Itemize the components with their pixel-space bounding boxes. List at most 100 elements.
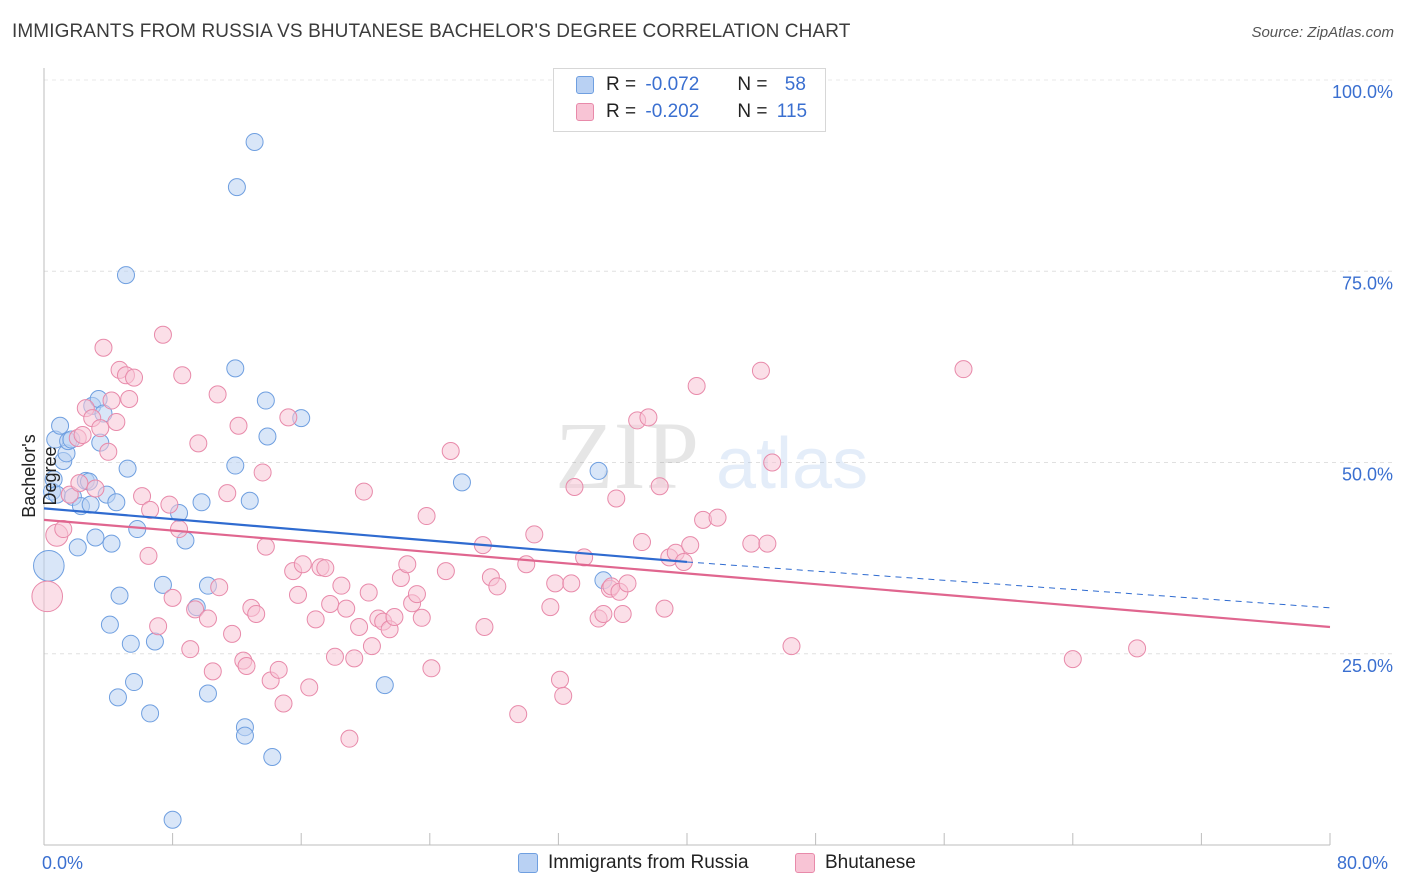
point-bhutanese <box>651 478 668 495</box>
point-russia <box>259 428 276 445</box>
point-bhutanese <box>230 417 247 434</box>
point-bhutanese <box>254 464 271 481</box>
point-russia <box>109 689 126 706</box>
point-bhutanese <box>633 534 650 551</box>
point-bhutanese <box>547 575 564 592</box>
legend-row-russia: R = -0.072 N = 58 <box>576 74 806 100</box>
point-bhutanese <box>563 575 580 592</box>
point-russia <box>119 460 136 477</box>
point-bhutanese <box>171 521 188 538</box>
bottom-swatch-russia <box>518 853 538 873</box>
point-bhutanese <box>211 579 228 596</box>
point-bhutanese <box>423 660 440 677</box>
bottom-legend-bhutanese-label: Bhutanese <box>825 852 916 873</box>
point-bhutanese <box>326 648 343 665</box>
point-bhutanese <box>103 392 120 409</box>
point-bhutanese <box>542 599 559 616</box>
point-bhutanese <box>108 413 125 430</box>
point-bhutanese <box>518 556 535 573</box>
point-bhutanese <box>100 443 117 460</box>
point-bhutanese <box>275 695 292 712</box>
point-bhutanese <box>759 535 776 552</box>
point-russia <box>264 749 281 766</box>
point-russia <box>34 550 65 581</box>
grid-lines <box>44 80 1392 654</box>
point-bhutanese <box>248 605 265 622</box>
point-russia <box>146 633 163 650</box>
point-bhutanese <box>341 730 358 747</box>
point-bhutanese <box>418 508 435 525</box>
point-russia <box>453 474 470 491</box>
point-bhutanese <box>87 480 104 497</box>
y-tick-label: 50.0% <box>1342 465 1393 485</box>
point-russia <box>69 539 86 556</box>
point-russia <box>103 535 120 552</box>
x-tick-max: 80.0% <box>1337 853 1388 874</box>
point-russia <box>228 179 245 196</box>
point-russia <box>590 462 607 479</box>
point-bhutanese <box>489 578 506 595</box>
y-tick-label: 25.0% <box>1342 656 1393 676</box>
point-bhutanese <box>307 611 324 628</box>
point-bhutanese <box>71 475 88 492</box>
point-russia <box>111 587 128 604</box>
point-bhutanese <box>219 485 236 502</box>
point-bhutanese <box>752 362 769 379</box>
point-bhutanese <box>317 560 334 577</box>
point-bhutanese <box>783 638 800 655</box>
point-bhutanese <box>764 454 781 471</box>
point-bhutanese <box>74 426 91 443</box>
point-russia <box>122 635 139 652</box>
point-russia <box>193 494 210 511</box>
point-russia <box>142 705 159 722</box>
point-bhutanese <box>408 586 425 603</box>
point-bhutanese <box>280 409 297 426</box>
point-bhutanese <box>338 600 355 617</box>
x-tick-min: 0.0% <box>42 853 83 874</box>
point-bhutanese <box>199 610 216 627</box>
legend-swatch-bhutanese <box>576 103 594 121</box>
point-bhutanese <box>682 537 699 554</box>
point-russia <box>246 133 263 150</box>
watermark-atlas: atlas <box>716 424 868 504</box>
point-bhutanese <box>360 584 377 601</box>
point-bhutanese <box>619 575 636 592</box>
legend-r-label: R = <box>606 101 636 122</box>
point-russia <box>199 685 216 702</box>
point-bhutanese <box>526 526 543 543</box>
y-axis-label: Bachelor's Degree <box>19 416 61 536</box>
point-bhutanese <box>154 326 171 343</box>
point-bhutanese <box>566 478 583 495</box>
legend-r-label: R = <box>606 74 636 95</box>
point-bhutanese <box>595 605 612 622</box>
point-bhutanese <box>164 589 181 606</box>
y-tick-label: 100.0% <box>1332 82 1393 102</box>
legend-r-russia: -0.072 <box>645 74 731 96</box>
stats-legend: R = -0.072 N = 58 R = -0.202 N = 115 <box>553 68 826 132</box>
point-bhutanese <box>289 586 306 603</box>
legend-n-label: N = <box>737 74 767 95</box>
point-russia <box>376 677 393 694</box>
point-russia <box>236 727 253 744</box>
point-bhutanese <box>743 535 760 552</box>
point-bhutanese <box>257 538 274 555</box>
point-bhutanese <box>351 618 368 635</box>
point-bhutanese <box>355 483 372 500</box>
point-russia <box>257 392 274 409</box>
bottom-legend-russia: Immigrants from Russia <box>518 852 749 874</box>
point-russia <box>87 529 104 546</box>
point-bhutanese <box>614 605 631 622</box>
point-bhutanese <box>121 391 138 408</box>
point-bhutanese <box>363 638 380 655</box>
point-bhutanese <box>301 679 318 696</box>
trend-line-bhutanese <box>44 520 1330 627</box>
point-russia <box>126 674 143 691</box>
point-bhutanese <box>640 409 657 426</box>
point-bhutanese <box>182 641 199 658</box>
point-bhutanese <box>399 556 416 573</box>
point-bhutanese <box>555 687 572 704</box>
bottom-legend-russia-label: Immigrants from Russia <box>548 852 749 873</box>
point-russia <box>227 360 244 377</box>
point-bhutanese <box>688 378 705 395</box>
legend-row-bhutanese: R = -0.202 N = 115 <box>576 101 807 127</box>
